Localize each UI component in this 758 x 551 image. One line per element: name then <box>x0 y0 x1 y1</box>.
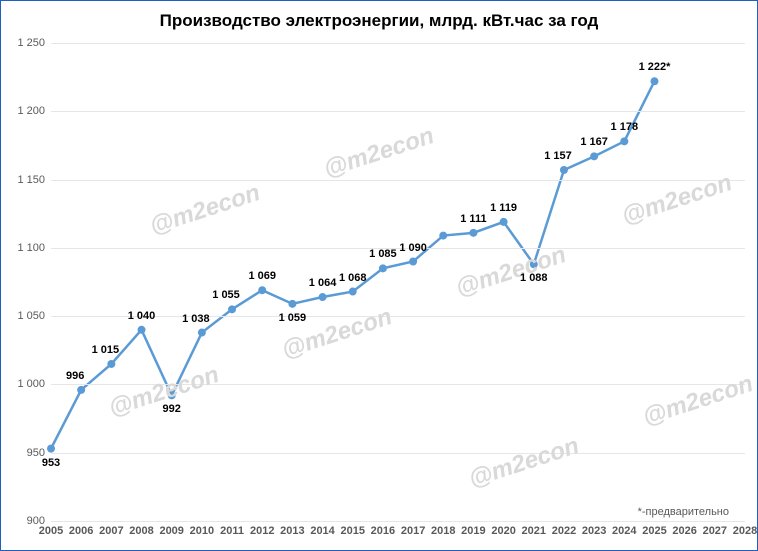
data-label: 1 068 <box>339 272 367 284</box>
gridline <box>51 384 745 385</box>
data-label: 1 111 <box>460 213 486 225</box>
series-marker <box>379 264 387 272</box>
data-label: 996 <box>66 370 84 382</box>
data-label: 1 222* <box>639 61 671 73</box>
data-label: 1 178 <box>611 121 639 133</box>
series-marker <box>288 300 296 308</box>
data-label: 953 <box>42 457 60 469</box>
gridline <box>51 453 745 454</box>
series-marker <box>138 326 146 334</box>
x-tick-label: 2012 <box>250 525 274 537</box>
data-label: 1 069 <box>248 270 276 282</box>
gridline <box>51 180 745 181</box>
gridline <box>51 43 745 44</box>
gridline <box>51 111 745 112</box>
plot-area: 9009501 0001 0501 1001 1501 2001 2502005… <box>51 43 745 521</box>
series-marker <box>620 137 628 145</box>
series-marker <box>650 77 658 85</box>
x-tick-label: 2013 <box>280 525 304 537</box>
y-tick-label: 1 100 <box>17 242 45 254</box>
chart-title: Производство электроэнергии, млрд. кВт.ч… <box>1 11 757 31</box>
x-tick-label: 2006 <box>69 525 93 537</box>
x-tick-label: 2010 <box>190 525 214 537</box>
y-tick-label: 1 200 <box>17 105 45 117</box>
series-marker <box>228 305 236 313</box>
data-label: 1 085 <box>369 248 397 260</box>
series-marker <box>198 329 206 337</box>
x-tick-label: 2005 <box>39 525 63 537</box>
x-tick-label: 2020 <box>491 525 515 537</box>
x-tick-label: 2028 <box>733 525 757 537</box>
data-label: 1 038 <box>182 313 210 325</box>
gridline <box>51 521 745 522</box>
series-line <box>51 81 654 448</box>
x-tick-label: 2007 <box>99 525 123 537</box>
x-tick-label: 2021 <box>522 525 546 537</box>
x-tick-label: 2026 <box>672 525 696 537</box>
x-tick-label: 2025 <box>642 525 666 537</box>
series-marker <box>258 286 266 294</box>
data-label: 1 157 <box>544 150 572 162</box>
data-label: 1 167 <box>580 136 608 148</box>
x-tick-label: 2009 <box>159 525 183 537</box>
x-tick-label: 2011 <box>220 525 244 537</box>
series-marker <box>409 258 417 266</box>
x-tick-label: 2027 <box>703 525 727 537</box>
y-tick-label: 1 000 <box>17 378 45 390</box>
x-tick-label: 2024 <box>612 525 636 537</box>
series-marker <box>319 293 327 301</box>
data-label: 1 015 <box>92 344 120 356</box>
x-tick-label: 2017 <box>401 525 425 537</box>
y-tick-label: 1 150 <box>17 174 45 186</box>
x-tick-label: 2014 <box>310 525 334 537</box>
y-tick-label: 1 250 <box>17 37 45 49</box>
data-label: 1 064 <box>309 277 337 289</box>
data-label: 992 <box>163 403 181 415</box>
data-label: 1 040 <box>128 310 156 322</box>
series-marker <box>560 166 568 174</box>
series-marker <box>47 445 55 453</box>
series-marker <box>530 260 538 268</box>
chart-container: Производство электроэнергии, млрд. кВт.ч… <box>0 0 758 551</box>
series-marker <box>107 360 115 368</box>
data-label: 1 119 <box>490 202 517 214</box>
x-tick-label: 2019 <box>461 525 485 537</box>
gridline <box>51 248 745 249</box>
x-tick-label: 2008 <box>129 525 153 537</box>
data-label: 1 059 <box>279 312 307 324</box>
x-tick-label: 2016 <box>371 525 395 537</box>
series-marker <box>500 218 508 226</box>
data-label: 1 055 <box>212 289 240 301</box>
x-tick-label: 2018 <box>431 525 455 537</box>
x-tick-label: 2015 <box>340 525 364 537</box>
series-marker <box>168 391 176 399</box>
x-tick-label: 2023 <box>582 525 606 537</box>
series-marker <box>469 229 477 237</box>
line-layer <box>51 43 745 521</box>
y-tick-label: 1 050 <box>17 310 45 322</box>
series-marker <box>590 152 598 160</box>
series-marker <box>77 386 85 394</box>
x-tick-label: 2022 <box>552 525 576 537</box>
data-label: 1 090 <box>399 242 427 254</box>
series-marker <box>349 288 357 296</box>
chart-footnote: *-предварительно <box>638 506 729 518</box>
data-label: 1 088 <box>520 272 548 284</box>
series-marker <box>439 232 447 240</box>
